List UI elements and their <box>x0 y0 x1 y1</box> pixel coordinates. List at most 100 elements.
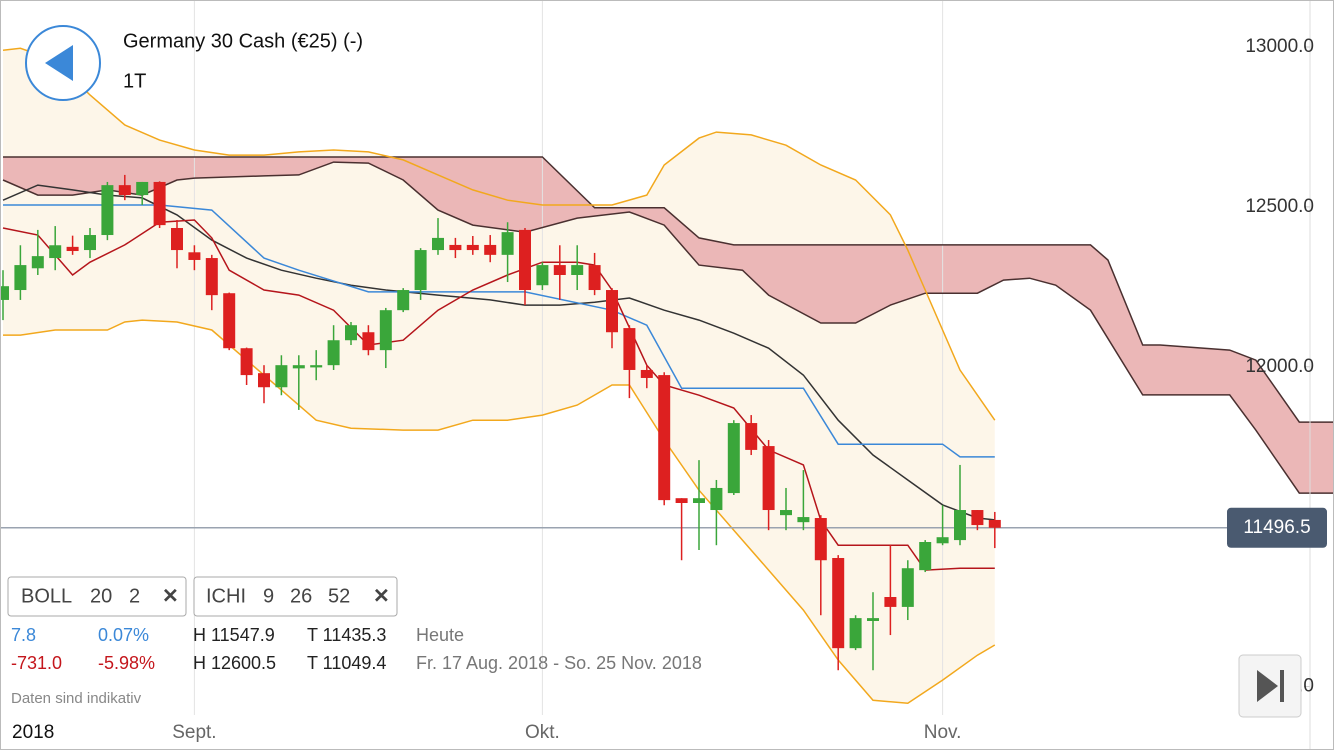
candle-body <box>536 265 549 286</box>
candle-body <box>675 498 688 503</box>
candle-body <box>31 256 44 269</box>
chip-param: 52 <box>328 585 350 607</box>
candle-body <box>449 244 462 251</box>
candle-body <box>501 232 514 255</box>
candle-body <box>519 229 531 291</box>
candle-body <box>432 237 444 251</box>
y-tick-label: 13000.0 <box>1245 36 1314 57</box>
stat-period: Fr. 17 Aug. 2018 - So. 25 Nov. 2018 <box>416 653 702 673</box>
candle-body <box>188 252 201 260</box>
cloud-edge <box>2 161 1334 494</box>
stat-period: Heute <box>416 625 464 645</box>
current-price-label: 11496.5 <box>1243 517 1310 538</box>
band-fill <box>3 48 995 704</box>
stat-low: T 11435.3 <box>307 625 386 645</box>
chip-remove[interactable]: ✕ <box>373 585 390 607</box>
candle-body <box>884 597 897 607</box>
candle-body <box>327 340 340 366</box>
candle-body <box>66 246 79 252</box>
chip-param: 20 <box>90 585 112 607</box>
x-axis-strip <box>0 715 1334 750</box>
candle-body <box>136 181 149 196</box>
candle-body <box>292 365 305 369</box>
candle-body <box>397 290 410 311</box>
candle-body <box>118 185 131 196</box>
candle-body <box>640 369 653 378</box>
candle-body <box>849 618 862 649</box>
chip-remove[interactable]: ✕ <box>162 585 179 607</box>
candle-body <box>414 250 427 291</box>
candle-body <box>971 510 984 526</box>
stat-high: H 12600.5 <box>193 653 276 673</box>
candle-body <box>84 235 96 251</box>
chip-box[interactable] <box>193 576 398 617</box>
candle-body <box>484 244 497 255</box>
candle-body <box>954 510 966 541</box>
jump-end-bar[interactable] <box>1280 670 1284 702</box>
candle-body <box>867 618 879 621</box>
candle-body <box>379 310 392 351</box>
timeframe: 1T <box>123 70 146 92</box>
indicator-chip[interactable]: BOLL 20 2 ✕ <box>7 576 187 617</box>
back-button[interactable] <box>25 25 101 101</box>
disclaimer: Daten sind indikativ <box>11 690 142 707</box>
x-tick-label: Okt. <box>525 722 560 743</box>
chip-label: ICHI <box>206 585 246 607</box>
candle-body <box>919 542 932 571</box>
indicator-line <box>2 47 996 421</box>
candle-body <box>240 348 253 376</box>
stat-change-pct: -5.98% <box>98 653 155 673</box>
chip-param: 26 <box>290 585 312 607</box>
candle-body <box>745 423 758 450</box>
candle-body <box>797 517 810 523</box>
candle-body <box>49 245 62 259</box>
candle-body <box>814 518 827 561</box>
plot-area <box>0 0 1334 715</box>
candle-body <box>101 185 114 236</box>
chip-param: 2 <box>129 585 140 607</box>
candle-body <box>14 265 27 291</box>
chart-title: Germany 30 Cash (€25) (-) <box>123 30 363 52</box>
x-tick-label: Sept. <box>172 722 216 743</box>
candle-body <box>901 568 914 607</box>
cloud-fill <box>3 157 1334 494</box>
stat-high: H 11547.9 <box>193 625 275 645</box>
candle-body <box>362 332 375 351</box>
candle-body <box>588 265 601 291</box>
candle-body <box>623 328 636 370</box>
chip-box[interactable] <box>7 576 187 617</box>
stat-low: T 11049.4 <box>307 653 386 673</box>
jump-end-icon[interactable] <box>1257 670 1278 702</box>
candle-body <box>258 373 270 388</box>
candle-body <box>936 537 949 544</box>
cloud-edge <box>3 156 1334 423</box>
candle-body <box>606 290 618 333</box>
candle-body <box>310 365 323 368</box>
candle-body <box>710 487 723 511</box>
candle-body <box>0 286 9 300</box>
candle-body <box>345 325 357 341</box>
current-price-box <box>1227 507 1327 548</box>
back-arrow[interactable] <box>45 45 73 81</box>
jump-end-button[interactable] <box>1238 654 1302 718</box>
candle-body <box>832 557 845 649</box>
y-tick-label: 12500.0 <box>1245 196 1314 217</box>
stat-change-pct: 0.07% <box>98 625 149 645</box>
x-tick-label: Nov. <box>924 722 962 743</box>
chip-param: 9 <box>263 585 274 607</box>
candle-body <box>553 265 566 275</box>
candle-body <box>693 498 705 503</box>
stat-change: -731.0 <box>11 653 62 673</box>
y-tick-label: 12000.0 <box>1245 356 1314 377</box>
candle-body <box>223 293 236 349</box>
candle-body <box>205 258 218 296</box>
x-year-label: 2018 <box>12 722 54 743</box>
candle-body <box>571 265 584 275</box>
indicator-chip[interactable]: ICHI 9 26 52 ✕ <box>193 576 398 617</box>
stat-change: 7.8 <box>11 625 36 645</box>
candle-body <box>780 510 792 516</box>
candle-body <box>727 423 740 494</box>
x-axis: 2018 Sept. Okt. Nov. <box>12 722 961 743</box>
